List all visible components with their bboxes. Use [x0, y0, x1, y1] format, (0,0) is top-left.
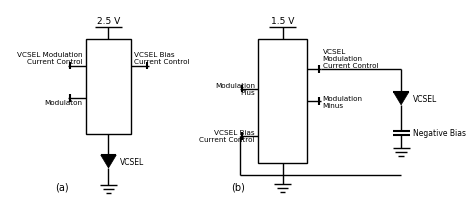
Bar [85, 40, 131, 135]
Text: VCSEL Bias
Current Control: VCSEL Bias Current Control [199, 130, 255, 143]
Text: VCSEL
Modulation
Current Control: VCSEL Modulation Current Control [323, 49, 378, 68]
Text: Negative Bias: Negative Bias [412, 129, 465, 137]
Text: VCSEL Bias
Current Control: VCSEL Bias Current Control [134, 51, 190, 64]
Text: VCSEL: VCSEL [120, 157, 144, 166]
Text: VCSEL: VCSEL [412, 94, 437, 103]
Text: (a): (a) [55, 182, 68, 192]
Polygon shape [101, 155, 116, 168]
Text: (b): (b) [232, 182, 246, 192]
Polygon shape [393, 92, 409, 105]
Text: 1.5 V: 1.5 V [271, 17, 294, 26]
Text: 2.5 V: 2.5 V [97, 17, 120, 26]
Text: Modulation
Minus: Modulation Minus [323, 95, 363, 108]
Bar [258, 40, 308, 163]
Text: Modulation
Plus: Modulation Plus [215, 83, 255, 96]
Text: Modulaton: Modulaton [45, 100, 82, 106]
Text: VCSEL Modulation
Current Control: VCSEL Modulation Current Control [17, 51, 82, 64]
